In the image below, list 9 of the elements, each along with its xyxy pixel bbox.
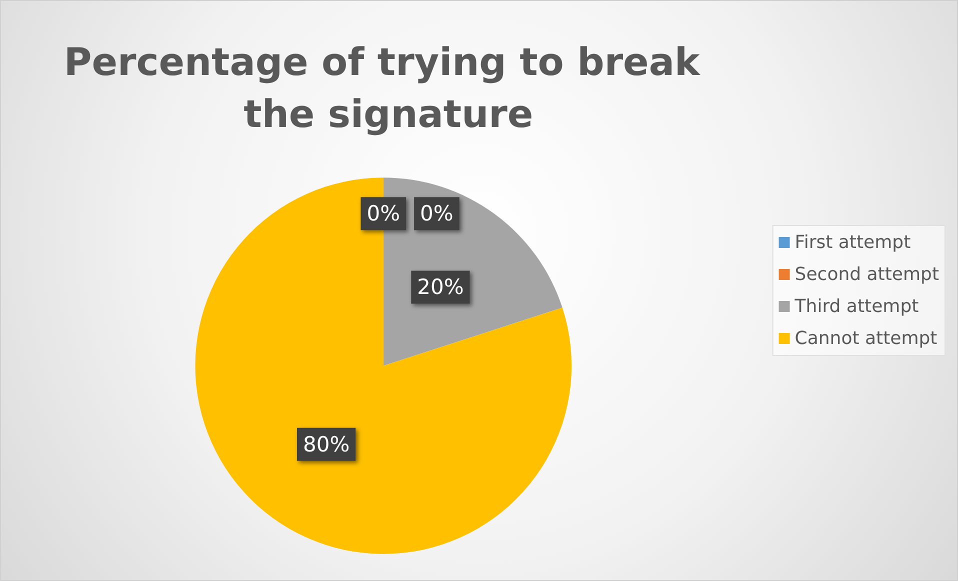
- text: 0%: [420, 202, 454, 226]
- chart-title: Percentage of trying to break the signature: [64, 40, 713, 136]
- text: 0%: [366, 202, 400, 226]
- legend-label: Third attempt: [794, 296, 919, 317]
- legend-label: First attempt: [794, 232, 911, 253]
- data-label: 80%: [302, 432, 350, 456]
- data-label: 20%: [417, 275, 464, 300]
- legend-label: Second attempt: [794, 264, 939, 285]
- legend-label: Cannot attempt: [794, 328, 938, 349]
